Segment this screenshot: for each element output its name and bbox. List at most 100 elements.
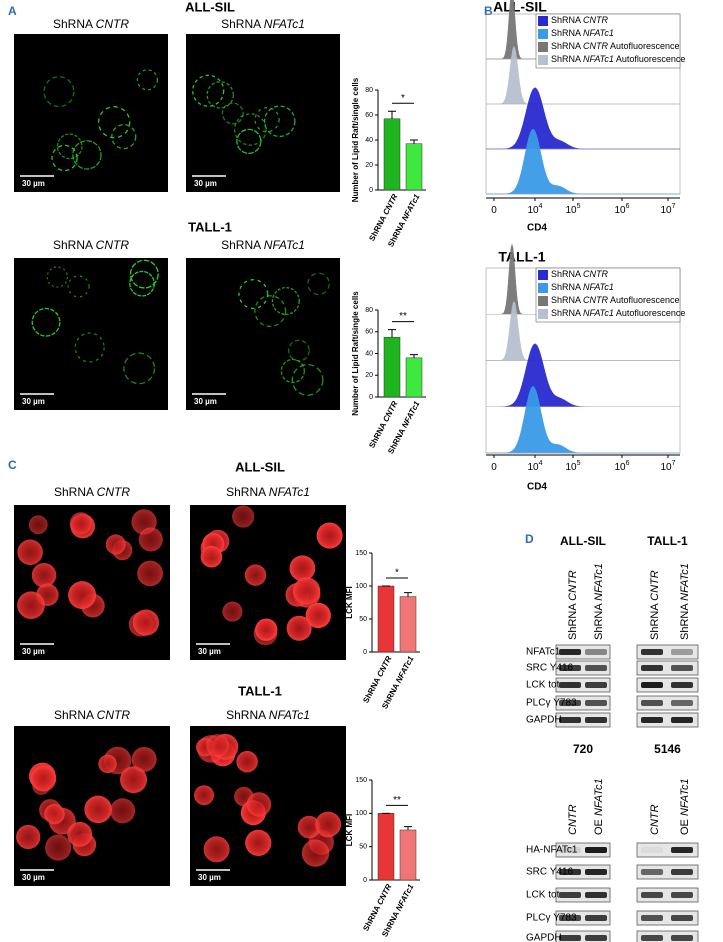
x-tick-label: 106 <box>614 460 629 473</box>
error-bar <box>388 110 396 119</box>
cell <box>120 766 148 794</box>
gene-name: NFATc1 <box>583 282 614 292</box>
cell-membrane <box>31 307 61 337</box>
label-prefix: ShRNA <box>551 28 583 38</box>
group-title: TALL-1 <box>498 249 545 265</box>
label-prefix: ShRNA <box>551 41 583 51</box>
cell <box>203 836 230 863</box>
row-label: SRC Y416 <box>526 867 574 878</box>
bar <box>399 829 417 881</box>
label-prefix: ShRNA <box>551 269 583 279</box>
blot-strip <box>555 842 611 858</box>
tick-exponent: 7 <box>672 203 676 210</box>
blot-band <box>559 717 581 723</box>
blot-band <box>585 915 607 921</box>
blot-band <box>559 892 581 898</box>
cell <box>67 821 93 847</box>
micrograph: 30 µm <box>14 258 168 410</box>
label-prefix: ShRNA <box>386 425 408 455</box>
y-tick-label: 20 <box>365 372 373 379</box>
label-suffix: Autofluorescence <box>614 54 686 64</box>
error-bar <box>410 139 418 144</box>
image-label: ShRNA CNTR <box>53 238 129 252</box>
blot-strip <box>555 695 611 711</box>
significance: ** <box>393 795 401 806</box>
blot-band <box>585 700 607 706</box>
cell <box>289 555 316 582</box>
y-tick-label: 60 <box>365 112 373 119</box>
cell <box>17 539 43 566</box>
bar <box>405 357 423 398</box>
blot-band <box>641 915 663 921</box>
cell <box>255 618 278 641</box>
bar <box>377 585 395 653</box>
cell <box>246 792 272 817</box>
blot-band <box>585 869 607 875</box>
image-label: ShRNA CNTR <box>54 485 130 499</box>
panel-label: A <box>8 4 17 18</box>
gene-name: NFATc1 <box>593 778 605 816</box>
cell <box>110 798 136 824</box>
micrograph: 30 µm <box>186 34 340 192</box>
blot-band <box>641 665 663 671</box>
gene-name: CNTR <box>583 295 608 305</box>
gene-name: CNTR <box>583 15 608 25</box>
cell-membrane <box>234 113 267 146</box>
tick-base: 10 <box>660 462 672 473</box>
significance: * <box>401 93 405 104</box>
column-title: 5146 <box>654 742 681 756</box>
y-axis-label: LCK MFI <box>345 814 354 846</box>
cell <box>297 815 321 839</box>
bar <box>405 143 423 191</box>
legend-swatch <box>538 55 548 65</box>
blot-strip <box>636 864 699 880</box>
label-prefix: ShRNA <box>53 17 96 31</box>
micrograph: 30 µm <box>14 726 170 886</box>
label-prefix: ShRNA <box>367 212 389 242</box>
blot-band <box>671 665 693 671</box>
tick-exponent: 7 <box>672 460 676 467</box>
label-prefix: ShRNA <box>54 708 97 722</box>
cell-membrane <box>263 105 296 138</box>
lane-label: CNTR <box>649 804 661 835</box>
tick-exponent: 4 <box>539 203 543 210</box>
cell-membrane <box>254 107 280 133</box>
histogram <box>486 386 680 454</box>
label-prefix: ShRNA <box>551 295 583 305</box>
tick-exponent: 4 <box>539 460 543 467</box>
cell-membrane <box>307 272 330 296</box>
blot-band <box>559 915 581 921</box>
tick-base: 10 <box>660 205 672 216</box>
cell <box>316 522 343 549</box>
cell <box>98 754 117 774</box>
blot-band <box>671 847 693 853</box>
blot-band <box>585 665 607 671</box>
lane-label: CNTR <box>567 804 579 835</box>
y-tick-label: 150 <box>355 550 367 557</box>
tick-base: 0 <box>491 205 497 216</box>
row-label: LCK tot <box>526 680 560 691</box>
blot-band <box>641 717 663 723</box>
cell <box>69 512 92 535</box>
label-prefix: ShRNA <box>367 419 389 449</box>
blot-strip <box>555 644 611 660</box>
label-prefix: ShRNA <box>380 908 402 938</box>
y-tick-label: 150 <box>355 777 367 784</box>
label-prefix: ShRNA <box>679 601 691 640</box>
legend-label: ShRNA NFATc1 Autofluorescence <box>551 308 685 318</box>
histogram <box>486 128 680 195</box>
legend-swatch <box>538 270 548 280</box>
cell-membrane <box>221 102 244 125</box>
column-title: ALL-SIL <box>560 534 606 548</box>
error-bar <box>404 826 412 830</box>
cell <box>301 839 330 867</box>
cell <box>131 746 157 772</box>
label-prefix: ShRNA <box>221 17 264 31</box>
label-prefix: ShRNA <box>53 238 96 252</box>
label-prefix: OE <box>679 816 691 835</box>
cell <box>244 564 267 586</box>
tick-base: 10 <box>527 462 539 473</box>
cell-membrane <box>111 123 137 150</box>
blot-band <box>585 847 607 853</box>
blot-band <box>559 649 581 655</box>
